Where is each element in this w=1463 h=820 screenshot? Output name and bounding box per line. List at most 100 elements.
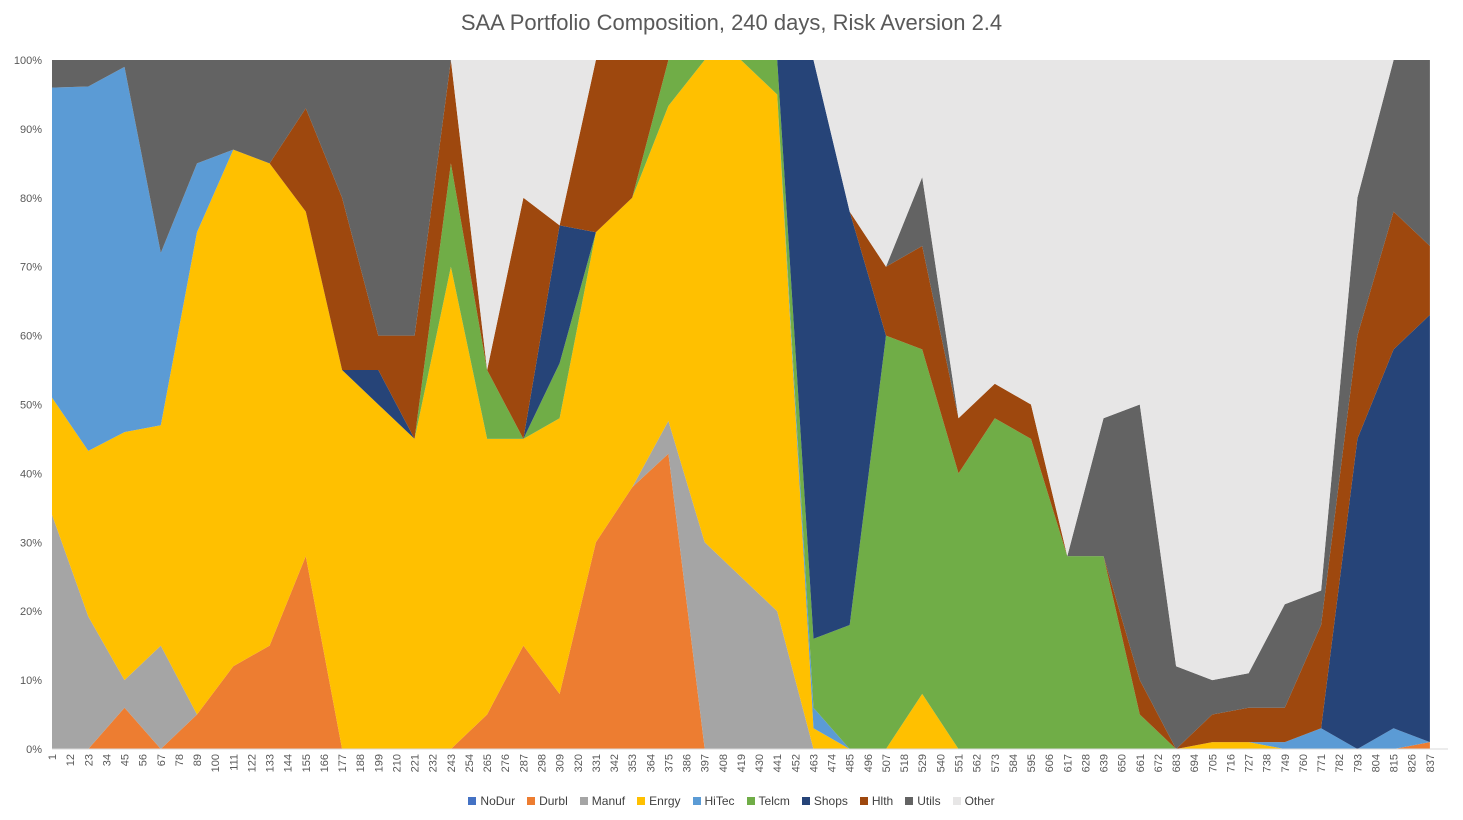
x-tick-label: 573	[990, 754, 1002, 772]
x-tick-label: 749	[1280, 754, 1292, 772]
x-tick-label: 397	[700, 754, 712, 772]
x-tick-label: 518	[899, 754, 911, 772]
x-tick-label: 793	[1352, 754, 1364, 772]
x-tick-label: 386	[682, 754, 694, 772]
legend-label: Other	[964, 794, 995, 808]
x-tick-label: 221	[410, 754, 422, 772]
legend-swatch	[905, 797, 914, 805]
legend-item-telcm: Telcm	[746, 794, 790, 808]
x-tick-label: 56	[138, 754, 150, 766]
x-tick-label: 441	[772, 754, 784, 772]
chart-title: SAA Portfolio Composition, 240 days, Ris…	[460, 10, 1003, 35]
x-tick-label: 738	[1262, 754, 1274, 772]
chart-plot: 0% 10% 20% 30% 40% 50% 60% 70% 80% 90% 100% 1 12 23 34…	[14, 55, 1448, 772]
x-tick-label: 309	[555, 754, 567, 772]
legend-item-utils: Utils	[905, 794, 941, 808]
x-tick-label: 474	[827, 754, 839, 772]
x-tick-label: 133	[265, 754, 277, 772]
x-tick-label: 100	[210, 754, 222, 772]
x-tick-label: 254	[464, 754, 476, 772]
x-tick-label: 89	[192, 754, 204, 766]
x-tick-label: 463	[808, 754, 820, 772]
legend-label: NoDur	[480, 794, 516, 808]
x-tick-label: 727	[1244, 754, 1256, 772]
y-tick-label: 50%	[20, 400, 42, 412]
series-area-manuf	[52, 420, 1430, 749]
x-tick-label: 342	[609, 754, 621, 772]
legend-swatch	[952, 797, 961, 805]
x-tick-label: 177	[337, 754, 349, 772]
x-tick-label: 507	[881, 754, 893, 772]
legend-item-nodur: NoDur	[468, 794, 515, 808]
x-tick-label: 188	[355, 754, 367, 772]
legend-swatch	[801, 797, 810, 805]
x-tick-label: 617	[1062, 754, 1074, 772]
legend-item-shops: Shops	[801, 794, 848, 808]
y-tick-label: 100%	[14, 55, 42, 67]
x-tick-label: 452	[790, 754, 802, 772]
legend-label: Durbl	[539, 794, 568, 808]
legend-item-manuf: Manuf	[579, 794, 626, 808]
x-tick-label: 672	[1153, 754, 1165, 772]
x-tick-label: 243	[446, 754, 458, 772]
y-tick-label: 40%	[20, 468, 42, 480]
x-tick-label: 551	[953, 754, 965, 772]
series-area-enrgy	[52, 60, 1430, 749]
legend-swatch	[859, 797, 868, 805]
x-tick-label: 837	[1425, 754, 1437, 772]
x-tick-label: 45	[120, 754, 132, 766]
legend-item-hitec: HiTec	[692, 794, 735, 808]
x-tick-label: 155	[301, 754, 313, 772]
x-tick-label: 716	[1225, 754, 1237, 772]
x-tick-label: 408	[718, 754, 730, 772]
x-tick-label: 320	[573, 754, 585, 772]
x-tick-label: 650	[1117, 754, 1129, 772]
x-tick-label: 353	[627, 754, 639, 772]
x-tick-label: 606	[1044, 754, 1056, 772]
x-tick-label: 771	[1316, 754, 1328, 772]
x-tick-label: 67	[156, 754, 168, 766]
legend-label: Shops	[813, 794, 848, 808]
x-tick-label: 287	[518, 754, 530, 772]
legend-item-enrgy: Enrgy	[637, 794, 681, 808]
x-tick-label: 562	[972, 754, 984, 772]
series-area-utils	[52, 60, 1430, 749]
y-tick-label: 60%	[20, 331, 42, 343]
y-tick-label: 80%	[20, 193, 42, 205]
legend-label: Hlth	[871, 794, 894, 808]
legend-swatch	[579, 797, 588, 805]
x-tick-label: 639	[1099, 754, 1111, 772]
y-tick-label: 10%	[20, 675, 42, 687]
x-tick-label: 419	[736, 754, 748, 772]
series-area-other	[52, 60, 1430, 681]
x-tick-label: 826	[1407, 754, 1419, 772]
x-tick-label: 1	[47, 754, 59, 760]
x-tick-label: 694	[1189, 754, 1201, 772]
x-tick-label: 529	[917, 754, 929, 772]
x-tick-label: 661	[1135, 754, 1147, 772]
x-tick-label: 485	[845, 754, 857, 772]
x-tick-label: 540	[935, 754, 947, 772]
x-tick-label: 364	[645, 754, 657, 772]
legend-label: HiTec	[704, 794, 735, 808]
y-tick-label: 90%	[20, 124, 42, 136]
x-tick-label: 12	[65, 754, 77, 766]
legend-item-durbl: Durbl	[527, 794, 568, 808]
legend-swatch	[692, 797, 701, 805]
x-tick-label: 111	[228, 754, 240, 771]
legend-label: Utils	[917, 794, 941, 808]
series-area-telcm	[52, 60, 1430, 749]
chart-legend: NoDur Durbl Manuf Enrgy HiTec Telcm Shops Hlth U…	[0, 794, 1463, 808]
y-tick-label: 30%	[20, 537, 42, 549]
x-tick-label: 166	[319, 754, 331, 772]
x-tick-label: 331	[591, 754, 603, 772]
x-tick-label: 804	[1370, 754, 1382, 772]
y-tick-label: 20%	[20, 606, 42, 618]
x-tick-label: 298	[537, 754, 549, 772]
x-tick-label: 705	[1207, 754, 1219, 772]
legend-swatch	[746, 797, 755, 805]
legend-label: Telcm	[758, 794, 790, 808]
legend-label: Manuf	[591, 794, 626, 808]
legend-swatch	[637, 797, 646, 805]
